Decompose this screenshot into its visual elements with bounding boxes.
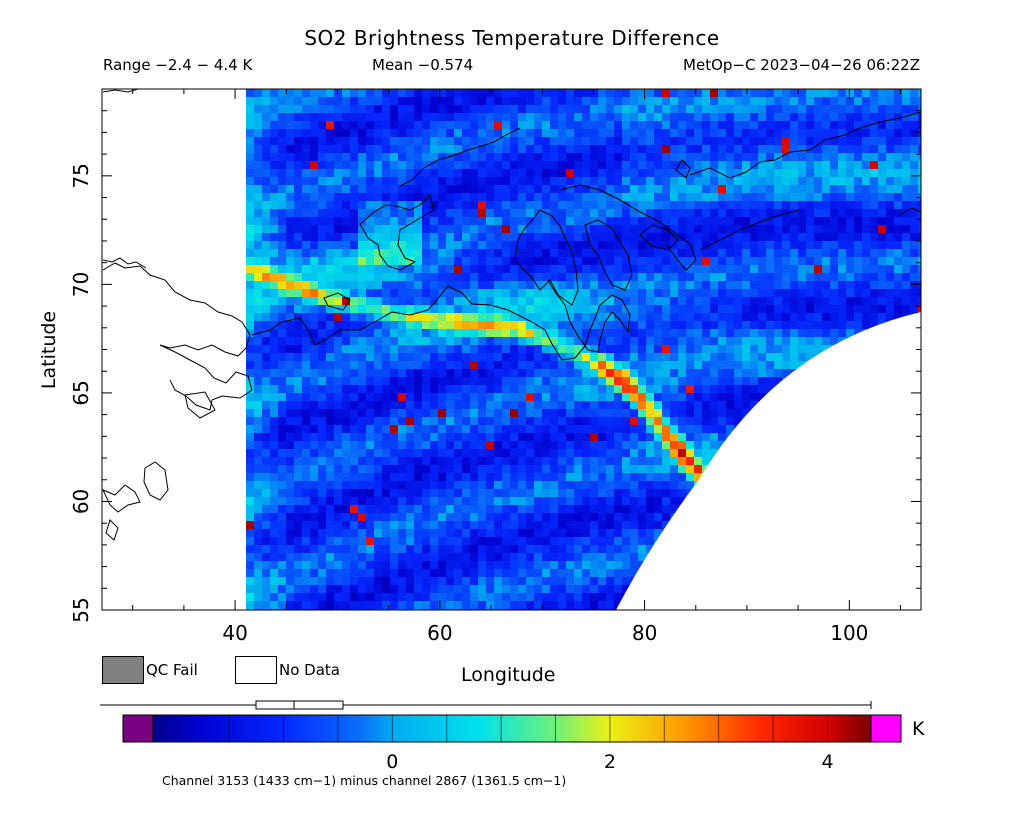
satellite-time-text: MetOp−C 2023−04−26 06:22Z bbox=[683, 56, 920, 74]
coastlines bbox=[102, 89, 921, 541]
x-tick-label: 40 bbox=[222, 621, 247, 645]
no-data-label: No Data bbox=[279, 661, 340, 679]
distribution-box bbox=[255, 700, 344, 710]
y-tick-labels: 55 60 65 70 75 bbox=[69, 163, 93, 623]
y-tick-label: 70 bbox=[69, 272, 93, 297]
colorbar-unit: K bbox=[912, 718, 925, 740]
y-tick-label: 55 bbox=[69, 597, 93, 622]
colorbar-tick-label: 4 bbox=[821, 751, 833, 773]
x-tick-label: 80 bbox=[632, 621, 657, 645]
channel-note: Channel 3153 (1433 cm−1) minus channel 2… bbox=[162, 773, 567, 788]
x-tick-label: 100 bbox=[830, 621, 868, 645]
no-data-swatch bbox=[235, 656, 277, 684]
colorbar-tick-label: 0 bbox=[386, 751, 398, 773]
qc-fail-label: QC Fail bbox=[146, 661, 198, 679]
colorbar-gradient bbox=[152, 714, 872, 743]
chart-title: SO2 Brightness Temperature Difference bbox=[304, 26, 720, 50]
no-data-region bbox=[616, 312, 921, 610]
colorbar-over-swatch bbox=[870, 714, 902, 743]
axis-ticks bbox=[102, 89, 921, 611]
x-tick-label: 60 bbox=[427, 621, 452, 645]
colorbar-under-swatch bbox=[122, 714, 154, 743]
y-axis-label: Latitude bbox=[38, 311, 60, 389]
range-text: Range −2.4 − 4.4 K bbox=[103, 56, 253, 74]
y-tick-label: 60 bbox=[69, 489, 93, 514]
colorbar-ticks bbox=[228, 715, 828, 742]
colorbar-tick-label: 2 bbox=[604, 751, 616, 773]
x-axis-label: Longitude bbox=[461, 664, 556, 686]
y-tick-label: 75 bbox=[69, 163, 93, 188]
swath-data bbox=[246, 89, 921, 610]
x-tick-labels: 40 60 80 100 bbox=[222, 621, 868, 645]
mean-text: Mean −0.574 bbox=[372, 56, 474, 74]
qc-fail-swatch bbox=[102, 656, 144, 684]
colorbar-tick-labels: 0 2 4 bbox=[386, 751, 833, 773]
y-tick-label: 65 bbox=[69, 380, 93, 405]
